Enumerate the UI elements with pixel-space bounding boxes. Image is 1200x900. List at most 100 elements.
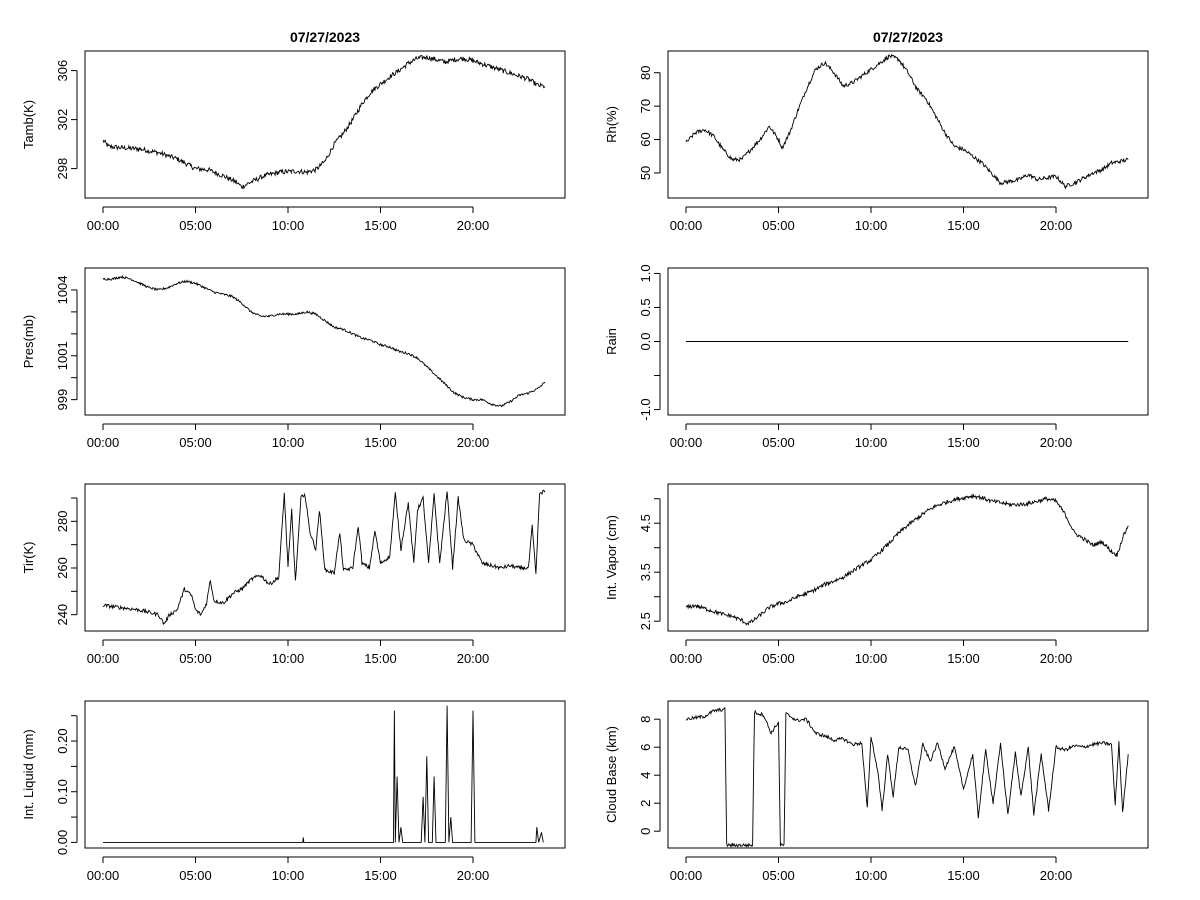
rain-x-tick-label: 05:00 — [762, 435, 795, 450]
tamb-series-line — [102, 54, 546, 190]
pres-y-tick-label: 1004 — [55, 275, 70, 304]
panel-grid: 00:00 05:00 10:00 15:00 20:00 298 302 306 Tamb(K… — [21, 29, 1149, 883]
rain-x-tick-label: 10:00 — [855, 435, 888, 450]
vapor-x-tick-label: 00:00 — [670, 651, 703, 666]
tir-series-line — [102, 489, 546, 626]
tir-y-axis-title: Tir(K) — [21, 541, 36, 573]
rh-y-tick-label: 50 — [638, 166, 653, 180]
tamb-x-tick-label: 10:00 — [272, 218, 305, 233]
rain-plot-frame — [667, 267, 1149, 416]
liquid-y-tick-label: 0.10 — [55, 779, 70, 804]
vapor-y-axis-title: Int. Vapor (cm) — [604, 515, 619, 600]
liquid-plot-frame — [84, 700, 566, 849]
pres-x-tick-label: 20:00 — [457, 435, 490, 450]
panel-pres: 00:00 05:00 10:00 15:00 20:00 999 1001 1004 Pres… — [21, 267, 566, 450]
rh-plot-title: 07/27/2023 — [873, 29, 943, 45]
vapor-series-line — [685, 493, 1129, 626]
panel-rain: 00:00 05:00 10:00 15:00 20:00 -1.0 0.0 0.5 1.0 Ra… — [604, 264, 1149, 450]
liquid-x-tick-label: 00:00 — [87, 868, 120, 883]
cloud-y-tick-label: 4 — [638, 772, 653, 779]
tir-y-tick-label: 280 — [55, 510, 70, 532]
tir-y-tick-label: 240 — [55, 604, 70, 626]
cloud-x-tick-label: 10:00 — [855, 868, 888, 883]
pres-plot-frame — [84, 267, 566, 416]
tir-x-tick-label: 05:00 — [179, 651, 212, 666]
panel-tamb: 00:00 05:00 10:00 15:00 20:00 298 302 306 Tamb(K… — [21, 29, 566, 233]
rain-x-tick-label: 15:00 — [947, 435, 980, 450]
tir-x-tick-label: 15:00 — [364, 651, 397, 666]
tir-x-tick-label: 20:00 — [457, 651, 490, 666]
cloud-x-tick-label: 00:00 — [670, 868, 703, 883]
vapor-plot-frame — [667, 483, 1149, 632]
rh-y-tick-label: 70 — [638, 99, 653, 113]
pres-x-tick-label: 10:00 — [272, 435, 305, 450]
tir-x-tick-label: 10:00 — [272, 651, 305, 666]
vapor-y-tick-label: 3.5 — [638, 563, 653, 581]
panel-rh: 00:00 05:00 10:00 15:00 20:00 50 60 70 80 Rh(%) 07… — [604, 29, 1149, 233]
rain-y-tick-label: 1.0 — [638, 264, 653, 282]
rain-x-tick-label: 20:00 — [1040, 435, 1073, 450]
rain-y-tick-label: 0.0 — [638, 332, 653, 350]
cloud-y-tick-label: 2 — [638, 800, 653, 807]
rh-x-tick-label: 00:00 — [670, 218, 703, 233]
panel-liquid: 00:00 05:00 10:00 15:00 20:00 0.00 0.10 0.20 Int… — [21, 700, 566, 883]
rh-x-tick-label: 05:00 — [762, 218, 795, 233]
tir-y-tick-label: 260 — [55, 557, 70, 579]
cloud-series-line — [685, 706, 1129, 848]
liquid-y-axis-title: Int. Liquid (mm) — [21, 729, 36, 819]
tamb-y-tick-label: 298 — [55, 158, 70, 180]
liquid-series-line — [103, 705, 544, 843]
rh-plot-frame — [667, 50, 1149, 199]
liquid-x-tick-label: 20:00 — [457, 868, 490, 883]
rh-x-tick-label: 20:00 — [1040, 218, 1073, 233]
vapor-x-tick-label: 15:00 — [947, 651, 980, 666]
panel-vapor: 00:00 05:00 10:00 15:00 20:00 2.5 3.5 4.5 Int. V… — [604, 483, 1149, 666]
tamb-y-tick-label: 306 — [55, 60, 70, 82]
tir-plot-frame — [84, 483, 566, 632]
tamb-x-tick-label: 20:00 — [457, 218, 490, 233]
pres-x-tick-label: 05:00 — [179, 435, 212, 450]
tamb-plot-title: 07/27/2023 — [290, 29, 360, 45]
rain-y-tick-label: -1.0 — [638, 398, 653, 420]
cloud-y-axis-title: Cloud Base (km) — [604, 726, 619, 823]
pres-x-tick-label: 15:00 — [364, 435, 397, 450]
cloud-y-tick-label: 8 — [638, 716, 653, 723]
tamb-y-axis-title: Tamb(K) — [21, 100, 36, 149]
pres-y-tick-label: 999 — [55, 389, 70, 411]
rh-y-axis-title: Rh(%) — [604, 106, 619, 143]
liquid-x-tick-label: 05:00 — [179, 868, 212, 883]
rh-y-tick-label: 80 — [638, 65, 653, 79]
pres-series-line — [102, 274, 546, 408]
vapor-x-tick-label: 05:00 — [762, 651, 795, 666]
rh-y-tick-label: 60 — [638, 132, 653, 146]
cloud-x-tick-label: 15:00 — [947, 868, 980, 883]
panel-tir: 00:00 05:00 10:00 15:00 20:00 240 260 280 Tir(K) — [21, 483, 566, 666]
rh-series-line — [685, 53, 1129, 190]
tamb-x-tick-label: 05:00 — [179, 218, 212, 233]
rh-x-tick-label: 10:00 — [855, 218, 888, 233]
rh-x-tick-label: 15:00 — [947, 218, 980, 233]
vapor-y-tick-label: 2.5 — [638, 612, 653, 630]
cloud-x-tick-label: 20:00 — [1040, 868, 1073, 883]
cloud-plot-frame — [667, 700, 1149, 849]
pres-x-tick-label: 00:00 — [87, 435, 120, 450]
panel-cloud: 00:00 05:00 10:00 15:00 20:00 0 2 4 6 8 Cloud Base… — [604, 700, 1149, 883]
rain-y-axis-title: Rain — [604, 328, 619, 355]
cloud-y-tick-label: 6 — [638, 744, 653, 751]
tamb-plot-frame — [84, 50, 566, 199]
cloud-y-tick-label: 0 — [638, 828, 653, 835]
liquid-y-tick-label: 0.20 — [55, 728, 70, 753]
pres-y-tick-label: 1001 — [55, 341, 70, 370]
pres-y-axis-title: Pres(mb) — [21, 315, 36, 368]
vapor-y-tick-label: 4.5 — [638, 514, 653, 532]
rain-y-tick-label: 0.5 — [638, 298, 653, 316]
liquid-y-tick-label: 0.00 — [55, 830, 70, 855]
vapor-x-tick-label: 20:00 — [1040, 651, 1073, 666]
liquid-x-tick-label: 15:00 — [364, 868, 397, 883]
liquid-x-tick-label: 10:00 — [272, 868, 305, 883]
tir-x-tick-label: 00:00 — [87, 651, 120, 666]
rain-x-tick-label: 00:00 — [670, 435, 703, 450]
cloud-x-tick-label: 05:00 — [762, 868, 795, 883]
